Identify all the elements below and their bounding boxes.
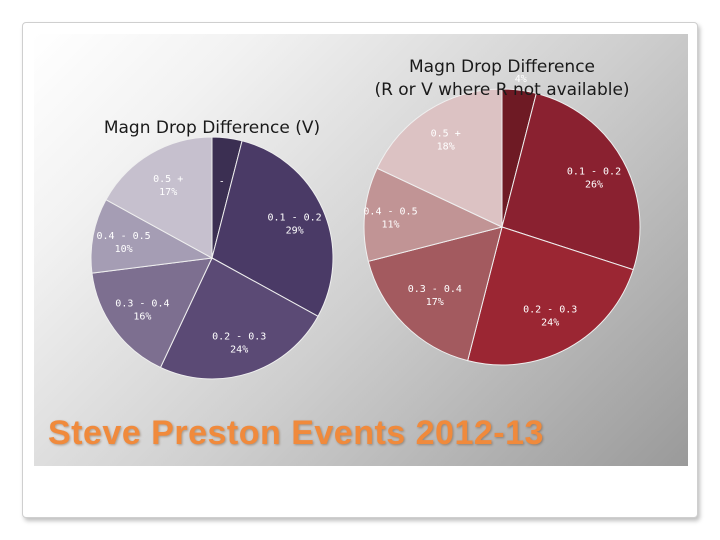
pie-slice-0-4-0-5: [90, 199, 214, 274]
pie-slice-0-3-0-4: [91, 257, 213, 369]
pie-slice-label: 4%: [515, 74, 527, 85]
pie-slice-0-1-0-2: [501, 92, 641, 271]
pie-slice-label: 0.3 - 0.4 17%: [408, 284, 462, 308]
pie-r-title-line-1: Magn Drop Difference: [409, 57, 595, 77]
pie-slice-label: 0.1 - 0.2 29%: [268, 212, 322, 236]
pie-slice-label: 0.1 - 0.2 26%: [567, 166, 621, 190]
pie-slice-0-4-0-5: [363, 167, 504, 262]
pie-chart-v: 0.0 - 0.1 0.1 - 0.2 29% 0.2 - 0.3 24% 0.3 - 0…: [90, 136, 334, 380]
pie-slice-label: 0.5 +18%: [431, 128, 461, 152]
pie-r-title-line-2: (R or V where R not available): [374, 80, 629, 100]
pie-slice-0-2-0-3: [467, 226, 634, 366]
pie-slice-label: 0.0 - 0.1: [195, 177, 249, 188]
pie-slice-0-5: [105, 136, 213, 259]
pie-slice-label: 0.4 - 0.5 11%: [363, 207, 417, 231]
pie-slice-label: 0.4 - 0.5 10%: [97, 231, 151, 255]
slide-title: Steve Preston Events 2012-13: [48, 414, 544, 452]
pie-v-title: Magn Drop Difference (V): [104, 118, 320, 138]
pie-slice-label: 0.2 - 0.3 24%: [523, 305, 577, 329]
pie-slice-0-5: [376, 88, 503, 228]
pie-slice-label: 0.3 - 0.4 16%: [115, 299, 169, 323]
pie-slice-0-1-0-2: [211, 140, 334, 317]
pie-slice-label: 0.5 +17%: [153, 174, 183, 198]
pie-chart-r-or-v: 4% 0.1 - 0.2 26% 0.2 - 0.3 24% 0.3 - 0.4 17% 0.…: [363, 74, 641, 366]
pie-slice-label: 0.2 - 0.3 24%: [212, 332, 266, 356]
pie-slice-0-3-0-4: [367, 226, 503, 362]
pie-slice-0-2-0-3: [159, 257, 319, 380]
